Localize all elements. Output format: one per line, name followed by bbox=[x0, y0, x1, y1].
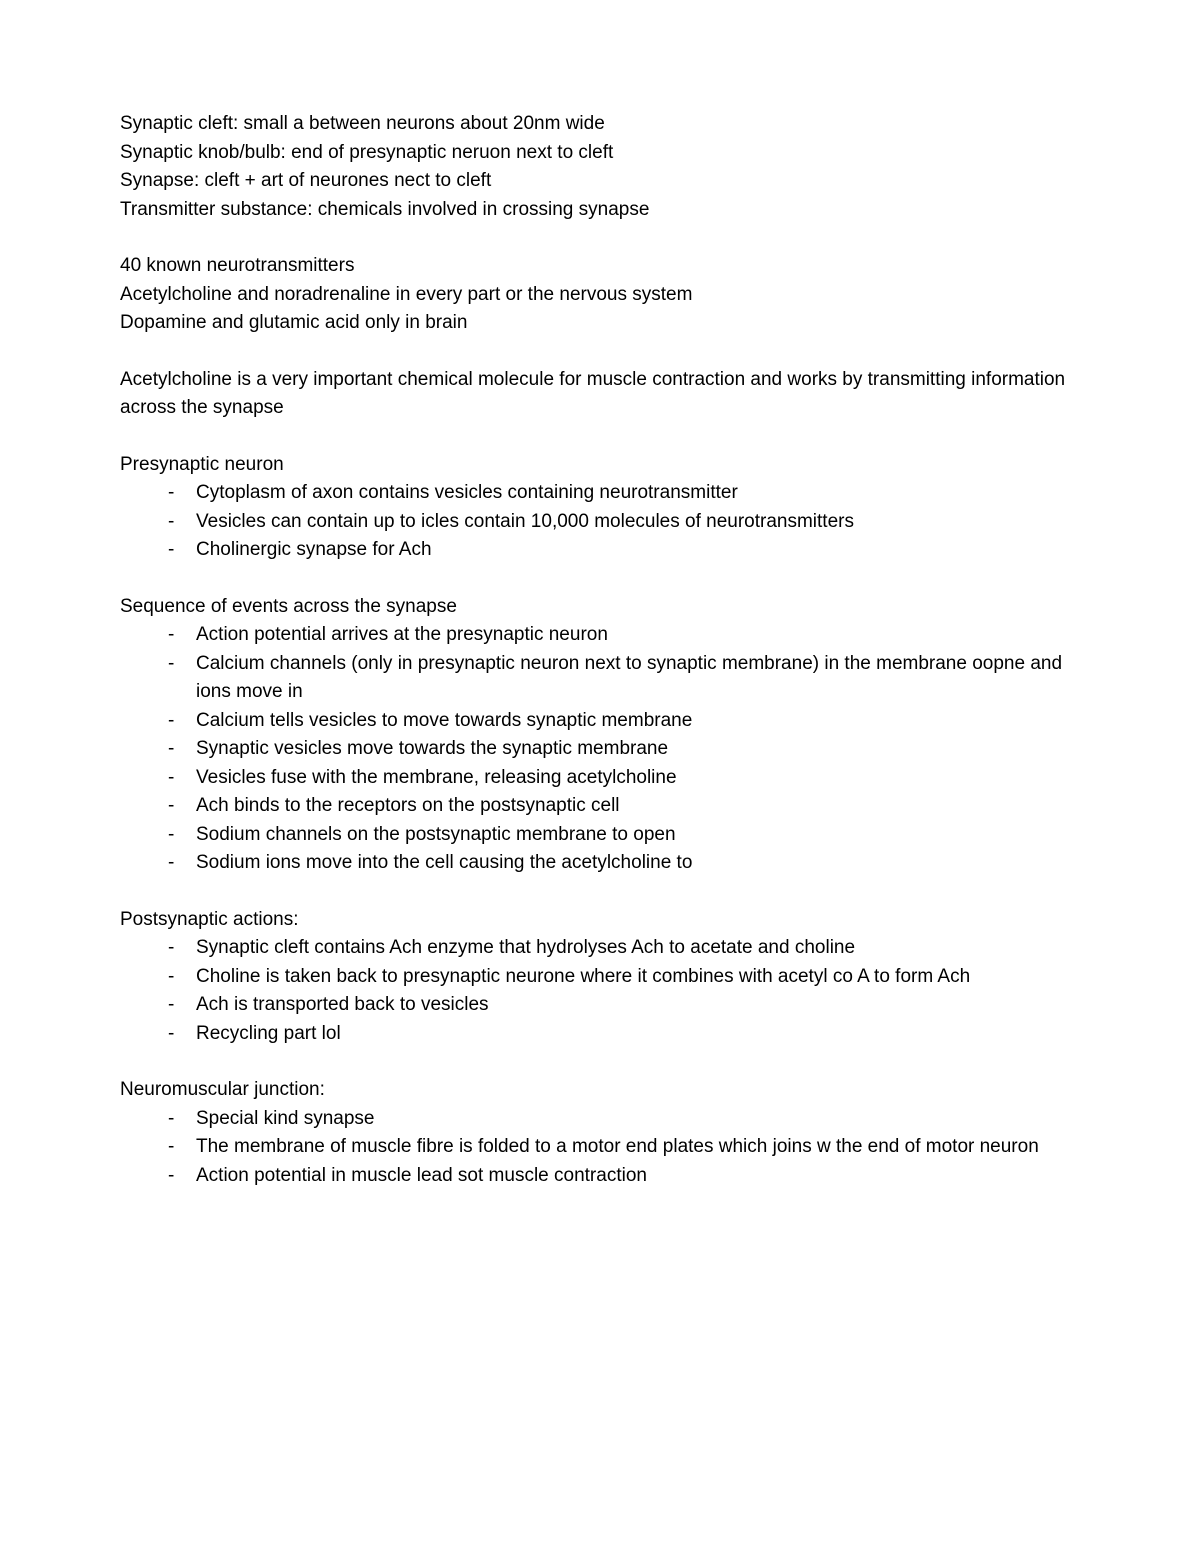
list-item: Ach binds to the receptors on the postsy… bbox=[168, 792, 1080, 821]
list-item: Action potential arrives at the presynap… bbox=[168, 621, 1080, 650]
acetylcholine-block: Acetylcholine is a very important chemic… bbox=[120, 366, 1080, 423]
list-item: Cholinergic synapse for Ach bbox=[168, 536, 1080, 565]
list-item: Vesicles can contain up to icles contain… bbox=[168, 508, 1080, 537]
postsynaptic-list: Synaptic cleft contains Ach enzyme that … bbox=[120, 934, 1080, 1048]
list-item: Cytoplasm of axon contains vesicles cont… bbox=[168, 479, 1080, 508]
definition-synaptic-cleft: Synaptic cleft: small a between neurons … bbox=[120, 110, 1080, 139]
postsynaptic-title: Postsynaptic actions: bbox=[120, 906, 1080, 935]
definition-synaptic-knob: Synaptic knob/bulb: end of presynaptic n… bbox=[120, 139, 1080, 168]
list-item: Sodium channels on the postsynaptic memb… bbox=[168, 821, 1080, 850]
presynaptic-list: Cytoplasm of axon contains vesicles cont… bbox=[120, 479, 1080, 565]
definitions-block: Synaptic cleft: small a between neurons … bbox=[120, 110, 1080, 224]
list-item: Synaptic cleft contains Ach enzyme that … bbox=[168, 934, 1080, 963]
presynaptic-section: Presynaptic neuron Cytoplasm of axon con… bbox=[120, 451, 1080, 565]
list-item: Choline is taken back to presynaptic neu… bbox=[168, 963, 1080, 992]
list-item: Recycling part lol bbox=[168, 1020, 1080, 1049]
neurotransmitters-line3: Dopamine and glutamic acid only in brain bbox=[120, 309, 1080, 338]
list-item: Action potential in muscle lead sot musc… bbox=[168, 1162, 1080, 1191]
neurotransmitters-line1: 40 known neurotransmitters bbox=[120, 252, 1080, 281]
neurotransmitters-line2: Acetylcholine and noradrenaline in every… bbox=[120, 281, 1080, 310]
list-item: Ach is transported back to vesicles bbox=[168, 991, 1080, 1020]
sequence-section: Sequence of events across the synapse Ac… bbox=[120, 593, 1080, 878]
list-item: Vesicles fuse with the membrane, releasi… bbox=[168, 764, 1080, 793]
neuromuscular-list: Special kind synapse The membrane of mus… bbox=[120, 1105, 1080, 1191]
list-item: Calcium tells vesicles to move towards s… bbox=[168, 707, 1080, 736]
neuromuscular-title: Neuromuscular junction: bbox=[120, 1076, 1080, 1105]
list-item: Sodium ions move into the cell causing t… bbox=[168, 849, 1080, 878]
definition-synapse: Synapse: cleft + art of neurones nect to… bbox=[120, 167, 1080, 196]
presynaptic-title: Presynaptic neuron bbox=[120, 451, 1080, 480]
list-item: Special kind synapse bbox=[168, 1105, 1080, 1134]
neurotransmitters-block: 40 known neurotransmitters Acetylcholine… bbox=[120, 252, 1080, 338]
definition-transmitter: Transmitter substance: chemicals involve… bbox=[120, 196, 1080, 225]
sequence-title: Sequence of events across the synapse bbox=[120, 593, 1080, 622]
postsynaptic-section: Postsynaptic actions: Synaptic cleft con… bbox=[120, 906, 1080, 1049]
acetylcholine-description: Acetylcholine is a very important chemic… bbox=[120, 366, 1080, 423]
list-item: The membrane of muscle fibre is folded t… bbox=[168, 1133, 1080, 1162]
sequence-list: Action potential arrives at the presynap… bbox=[120, 621, 1080, 878]
list-item: Calcium channels (only in presynaptic ne… bbox=[168, 650, 1080, 707]
list-item: Synaptic vesicles move towards the synap… bbox=[168, 735, 1080, 764]
neuromuscular-section: Neuromuscular junction: Special kind syn… bbox=[120, 1076, 1080, 1190]
